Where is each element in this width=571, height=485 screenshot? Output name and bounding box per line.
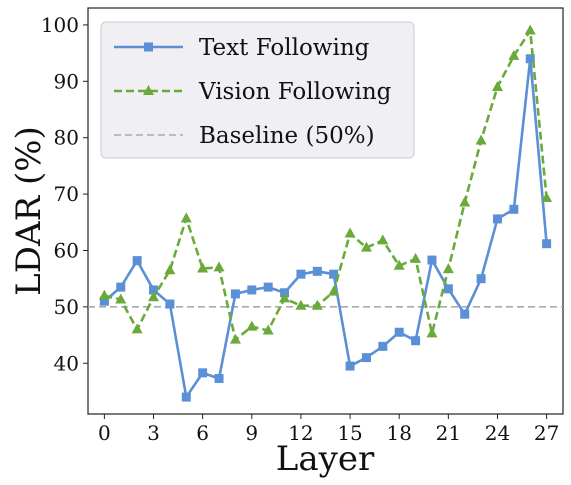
text-following-point: [509, 204, 519, 214]
vision-following-point: [377, 234, 389, 245]
text-following-point: [476, 274, 486, 284]
legend-label: Baseline (50%): [199, 123, 375, 149]
text-following-point: [165, 299, 175, 309]
legend-label: Vision Following: [198, 79, 392, 105]
y-tick-label: 90: [54, 69, 79, 93]
vision-following-point: [491, 80, 503, 91]
text-following-point: [361, 353, 371, 363]
y-axis-label: LDAR (%): [9, 126, 49, 296]
text-following-point: [149, 285, 159, 295]
x-tick-label: 18: [386, 421, 411, 445]
x-tick-label: 9: [245, 421, 258, 445]
text-following-point: [312, 266, 322, 276]
y-tick-label: 80: [54, 126, 79, 150]
text-following-point: [394, 327, 404, 337]
vision-following-point: [541, 192, 553, 203]
text-following-point: [99, 296, 109, 306]
vision-following-point: [279, 292, 291, 303]
text-following-point: [542, 239, 552, 249]
series-layer: [98, 24, 553, 402]
vision-following-point: [213, 261, 225, 272]
y-tick-label: 100: [41, 13, 79, 37]
x-tick-label: 12: [288, 421, 313, 445]
vision-following-point: [229, 333, 241, 344]
vision-following-point: [393, 259, 405, 270]
y-tick-label: 40: [54, 351, 79, 375]
vision-following-point: [180, 212, 192, 223]
text-following-point: [116, 282, 126, 292]
vision-following-point: [475, 134, 487, 145]
vision-following-point: [426, 327, 438, 338]
x-axis-label: Layer: [276, 439, 375, 479]
vision-following-point: [360, 241, 372, 252]
vision-following-point: [328, 285, 340, 296]
ticks-layer: 0 3 6 9 12 15 18 21 24 27 40 50 60 70 80 90 100: [41, 13, 560, 445]
x-tick-label: 27: [534, 421, 559, 445]
text-following-point: [132, 256, 142, 266]
legend-swatch-marker: [143, 85, 154, 95]
y-tick-label: 60: [54, 238, 79, 262]
vision-following-point: [148, 291, 160, 302]
text-following-point: [345, 361, 355, 371]
x-tick-label: 6: [196, 421, 209, 445]
vision-following-line: [104, 29, 548, 341]
vision-following-point: [262, 324, 274, 335]
vision-following-point: [131, 323, 143, 334]
vision-following-point: [115, 293, 127, 304]
y-tick-label: 70: [54, 182, 79, 206]
text-following-point: [411, 336, 421, 346]
legend: Text Following Vision Following Baseline (…: [100, 21, 415, 159]
x-tick-label: 21: [436, 421, 461, 445]
text-following-point: [214, 373, 224, 383]
vision-following-point: [164, 264, 176, 275]
text-following-point: [181, 392, 191, 402]
text-following-point: [378, 341, 388, 351]
vision-following-point: [246, 320, 258, 331]
text-following-point: [247, 285, 257, 295]
text-following-point: [525, 54, 535, 64]
text-following-point: [443, 284, 453, 294]
text-following-point: [263, 282, 273, 292]
vision-following-point: [410, 252, 422, 263]
text-following-point: [296, 269, 306, 279]
vision-following-point: [197, 262, 209, 273]
text-following-point: [427, 255, 437, 265]
x-tick-label: 24: [485, 421, 510, 445]
vision-following-point: [459, 196, 471, 207]
vision-following-point: [311, 299, 323, 310]
vision-following-point: [344, 227, 356, 238]
vision-following-point: [98, 289, 110, 300]
legend-label: Text Following: [199, 35, 370, 61]
text-following-point: [460, 309, 470, 319]
text-following-point: [492, 214, 502, 224]
x-tick-label: 15: [337, 421, 362, 445]
x-tick-label: 3: [147, 421, 160, 445]
text-following-line: [103, 57, 548, 399]
vision-following-point: [295, 299, 307, 310]
y-tick-label: 50: [54, 295, 79, 319]
vision-following-point: [524, 24, 536, 35]
legend-swatch-marker: [144, 42, 153, 52]
text-following-point: [198, 368, 208, 378]
text-following-point: [329, 269, 339, 279]
x-tick-label: 0: [98, 421, 111, 445]
legend-box: [100, 21, 415, 159]
vision-following-point: [508, 49, 520, 60]
text-following-point: [230, 289, 240, 299]
vision-following-point: [442, 263, 454, 274]
